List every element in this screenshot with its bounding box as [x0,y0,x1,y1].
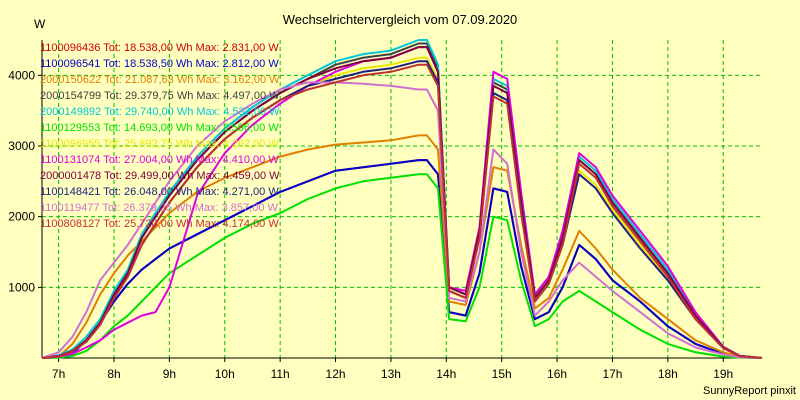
legend-entry-7: 1100096955 Tot: 25.892,75 Wh Max: 4.262,… [40,138,279,150]
legend-entry-6: 1100129553 Tot: 14.693,00 Wh Max: 2.596,… [40,122,279,134]
legend-entry-3: 2000150622 Tot: 21.087,63 Wh Max: 3.162,… [40,74,280,86]
x-tick-label: 11h [271,367,290,381]
x-tick-label: 12h [326,367,346,381]
chart-title: Wechselrichtervergleich vom 07.09.2020 [283,12,518,27]
legend-entry-9: 2000001478 Tot: 29.499,00 Wh Max: 4.459,… [40,170,280,182]
x-tick-label: 13h [381,367,401,381]
series-line-11 [41,81,763,359]
y-axis-label: W [34,17,46,31]
x-tick-label: 14h [436,367,456,381]
axes: 7h 8h 9h 10h 11h 12h 13h 14h 15h 16h 17h 18h 19h 1000… [8,40,762,381]
y-tick-label: 2000 [8,210,35,224]
legend-entry-4: 2000154799 Tot: 29.379,75 Wh Max: 4.497,… [40,90,280,102]
series-line-3 [41,134,763,359]
y-tick-label: 3000 [8,139,35,153]
series-line-5 [41,39,763,359]
series-line-12 [41,63,763,359]
legend-entry-11: 1100119477 Tot: 26.379,25 Wh Max: 3.857,… [40,202,279,214]
x-tick-label: 16h [547,367,567,381]
legend-entry-8: 1100131074 Tot: 27.004,00 Wh Max: 4.410,… [40,154,279,166]
series-line-2 [41,159,763,359]
series-line-6 [41,173,763,359]
x-tick-label: 17h [602,367,622,381]
x-tick-label: 7h [52,367,65,381]
x-tick-label: 9h [163,367,176,381]
series-line-9 [41,46,763,359]
legend: 1100096436 Tot: 18.538,00 Wh Max: 2.831,… [40,42,280,230]
legend-entry-1: 1100096436 Tot: 18.538,00 Wh Max: 2.831,… [40,42,279,54]
legend-entry-12: 1100808127 Tot: 25.720,00 Wh Max: 4.174,… [40,218,279,230]
x-tick-label: 8h [107,367,120,381]
legend-entry-10: 1100148421 Tot: 26.048,00 Wh Max: 4.271,… [40,186,279,198]
legend-entry-2: 1100096541 Tot: 18.538,50 Wh Max: 2.812,… [40,58,279,70]
legend-entry-5: 2000149892 Tot: 29.740,00 Wh Max: 4.532,… [40,106,280,118]
y-tick-label: 1000 [8,280,35,294]
plot-area [42,40,762,358]
series-lines [41,39,763,359]
footer-credit: SunnyReport pinxit [703,385,796,397]
x-tick-label: 15h [492,367,512,381]
x-tick-label: 19h [713,367,733,381]
x-tick-label: 18h [658,367,678,381]
x-tick-label: 10h [215,367,235,381]
y-tick-label: 4000 [8,68,35,82]
